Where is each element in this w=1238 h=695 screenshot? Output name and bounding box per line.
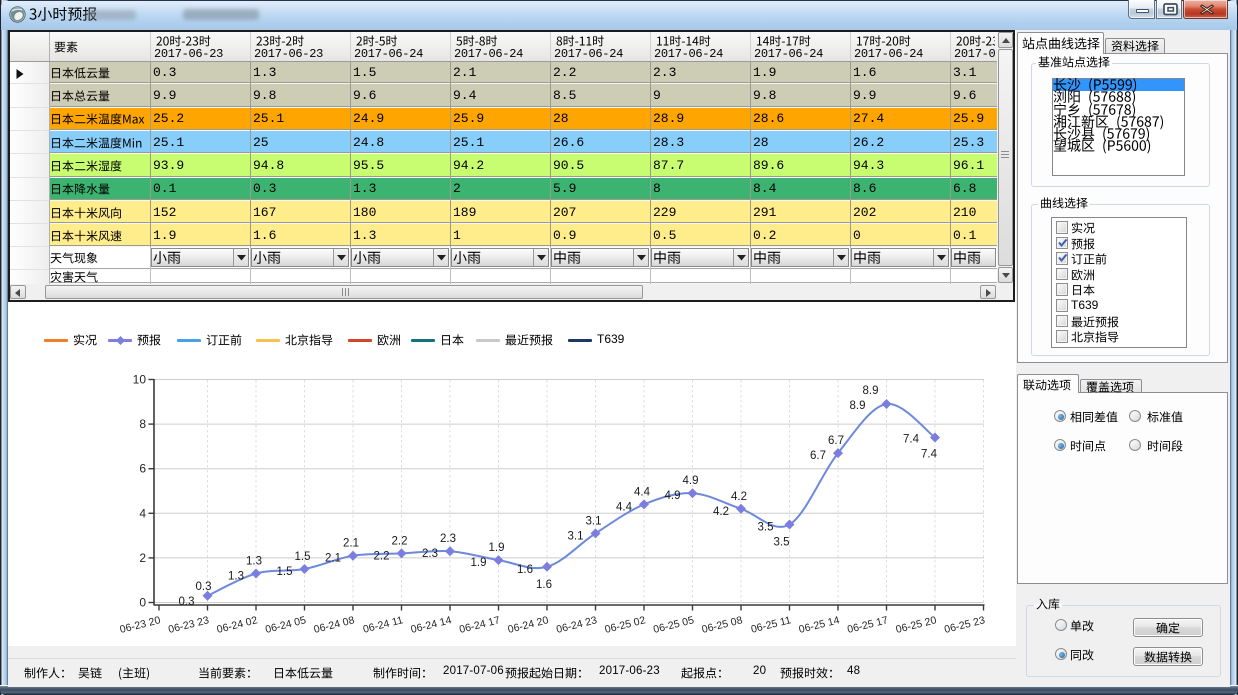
svg-text:2.1: 2.1 bbox=[325, 553, 341, 565]
svg-text:1.9: 1.9 bbox=[471, 557, 487, 569]
svg-text:2: 2 bbox=[139, 551, 146, 565]
svg-text:06-24 08: 06-24 08 bbox=[313, 614, 356, 636]
svg-text:4: 4 bbox=[139, 506, 146, 520]
svg-text:4.9: 4.9 bbox=[665, 490, 681, 502]
svg-text:1.9: 1.9 bbox=[489, 542, 505, 554]
svg-text:1.5: 1.5 bbox=[295, 551, 311, 563]
svg-text:06-23 20: 06-23 20 bbox=[119, 614, 162, 636]
svg-text:0: 0 bbox=[139, 596, 146, 610]
svg-text:06-24 17: 06-24 17 bbox=[458, 614, 501, 636]
svg-text:6.7: 6.7 bbox=[810, 450, 826, 462]
svg-text:1.3: 1.3 bbox=[246, 556, 262, 568]
svg-text:4.4: 4.4 bbox=[634, 486, 651, 498]
svg-text:06-24 05: 06-24 05 bbox=[264, 614, 307, 636]
svg-text:3.5: 3.5 bbox=[758, 522, 774, 534]
svg-text:8.9: 8.9 bbox=[850, 400, 866, 412]
svg-text:6.7: 6.7 bbox=[828, 435, 844, 447]
svg-text:2.2: 2.2 bbox=[374, 550, 390, 562]
svg-text:0.3: 0.3 bbox=[179, 596, 195, 608]
svg-text:3.5: 3.5 bbox=[774, 537, 790, 549]
svg-text:06-25 11: 06-25 11 bbox=[750, 614, 793, 636]
svg-text:06-23 23: 06-23 23 bbox=[167, 614, 210, 636]
svg-text:06-25 05: 06-25 05 bbox=[652, 614, 695, 636]
svg-text:1.6: 1.6 bbox=[517, 564, 533, 576]
svg-text:10: 10 bbox=[133, 373, 147, 387]
svg-text:06-24 20: 06-24 20 bbox=[507, 614, 550, 636]
svg-text:06-25 23: 06-25 23 bbox=[943, 614, 986, 636]
svg-text:06-25 08: 06-25 08 bbox=[701, 614, 744, 636]
svg-text:6: 6 bbox=[139, 462, 146, 476]
svg-text:06-24 14: 06-24 14 bbox=[410, 614, 453, 636]
svg-text:0.3: 0.3 bbox=[196, 581, 212, 593]
svg-text:4.4: 4.4 bbox=[616, 501, 633, 513]
svg-text:8: 8 bbox=[139, 417, 146, 431]
svg-text:8.9: 8.9 bbox=[863, 385, 879, 397]
svg-text:06-24 11: 06-24 11 bbox=[362, 614, 405, 636]
svg-text:3.1: 3.1 bbox=[586, 515, 602, 527]
svg-text:4.2: 4.2 bbox=[713, 506, 729, 518]
svg-text:06-25 17: 06-25 17 bbox=[846, 614, 889, 636]
svg-text:06-25 02: 06-25 02 bbox=[604, 614, 647, 636]
svg-text:06-24 23: 06-24 23 bbox=[555, 614, 598, 636]
svg-text:7.4: 7.4 bbox=[921, 449, 938, 461]
svg-text:4.9: 4.9 bbox=[683, 475, 699, 487]
svg-text:06-25 14: 06-25 14 bbox=[798, 614, 841, 636]
svg-text:2.1: 2.1 bbox=[343, 538, 359, 550]
svg-text:4.2: 4.2 bbox=[731, 491, 747, 503]
svg-text:2.3: 2.3 bbox=[440, 533, 456, 545]
svg-text:1.5: 1.5 bbox=[277, 566, 293, 578]
svg-text:2.2: 2.2 bbox=[392, 535, 408, 547]
svg-text:7.4: 7.4 bbox=[903, 434, 920, 446]
svg-text:3.1: 3.1 bbox=[568, 530, 584, 542]
svg-text:1.6: 1.6 bbox=[536, 579, 552, 591]
svg-text:06-25 20: 06-25 20 bbox=[895, 614, 938, 636]
svg-text:06-24 02: 06-24 02 bbox=[216, 614, 259, 636]
svg-text:1.3: 1.3 bbox=[228, 571, 244, 583]
svg-text:2.3: 2.3 bbox=[422, 548, 438, 560]
